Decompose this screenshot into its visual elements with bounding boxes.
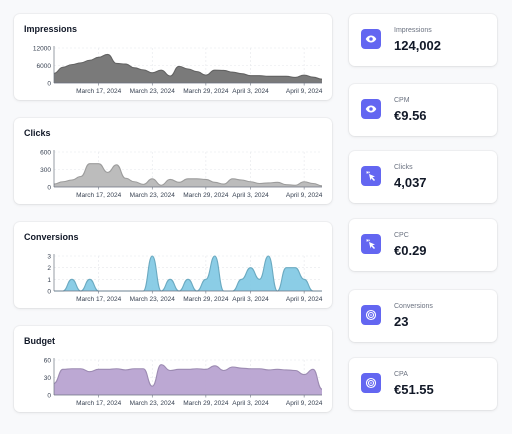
- cpc-metric-card: CPC €0.29: [349, 219, 497, 271]
- impressions-metric-card: Impressions 124,002: [349, 14, 497, 66]
- x-tick-label: March 23, 2024: [130, 400, 176, 407]
- y-tick-label: 3: [47, 254, 51, 261]
- y-tick-label: 60: [44, 358, 52, 365]
- metric-label: CPC: [394, 232, 409, 239]
- x-tick-label: April 9, 2024: [286, 88, 323, 95]
- metric-value: 4,037: [394, 175, 427, 190]
- impressions-chart[interactable]: 0 6000 12000 March 17, 2024 March 23, 2024 Ma…: [14, 14, 332, 100]
- y-tick-label: 30: [44, 375, 52, 382]
- x-tick-label: March 17, 2024: [76, 88, 122, 95]
- metric-label: CPA: [394, 371, 408, 378]
- x-tick-label: April 9, 2024: [286, 192, 323, 199]
- y-tick-label: 1: [47, 277, 51, 284]
- chart-title: Conversions: [24, 232, 79, 242]
- chart-title: Clicks: [24, 128, 51, 138]
- x-tick-label: March 23, 2024: [130, 296, 176, 303]
- y-tick-label: 600: [40, 150, 51, 157]
- x-tick-label: April 3, 2024: [232, 88, 269, 95]
- budget-chart-card: Budget 0 30 60 March 17, 2024 March 23, 2024…: [14, 326, 332, 412]
- y-tick-label: 0: [47, 289, 51, 296]
- eye-icon: [361, 99, 381, 119]
- clicks-metric-card: Clicks 4,037: [349, 151, 497, 203]
- x-tick-label: March 17, 2024: [76, 296, 122, 303]
- metric-label: CPM: [394, 97, 410, 104]
- x-tick-label: March 17, 2024: [76, 192, 122, 199]
- x-tick-label: April 3, 2024: [232, 400, 269, 407]
- budget-area: [54, 364, 322, 395]
- conversions-chart-card: Conversions 0 1 2 3 March 17, 2024 March 23, …: [14, 222, 332, 308]
- budget-line: [53, 364, 323, 390]
- metric-value: €9.56: [394, 108, 427, 123]
- clicks-line: [53, 163, 323, 187]
- y-tick-label: 2: [47, 265, 51, 272]
- cursor-click-icon: [361, 234, 381, 254]
- impressions-chart-card: Impressions 0 6000 12000 March 17, 2024 Marc…: [14, 14, 332, 100]
- target-icon: [361, 373, 381, 393]
- y-tick-label: 6000: [37, 63, 52, 70]
- metric-label: Conversions: [394, 303, 433, 310]
- x-tick-label: April 9, 2024: [286, 296, 323, 303]
- y-tick-label: 0: [47, 81, 51, 88]
- chart-title: Impressions: [24, 24, 78, 34]
- y-tick-label: 300: [40, 167, 51, 174]
- metric-label: Clicks: [394, 164, 413, 171]
- clicks-chart-card: Clicks 0 300 600 March 17, 2024 March 23, 20…: [14, 118, 332, 204]
- x-tick-label: March 23, 2024: [130, 192, 176, 199]
- x-tick-label: April 3, 2024: [232, 192, 269, 199]
- x-tick-label: March 29, 2024: [183, 400, 229, 407]
- metric-value: 124,002: [394, 38, 441, 53]
- impressions-line: [53, 53, 323, 80]
- chart-title: Budget: [24, 336, 55, 346]
- cursor-click-icon: [361, 166, 381, 186]
- conversions-area: [54, 256, 322, 291]
- x-tick-label: March 29, 2024: [183, 192, 229, 199]
- metric-value: €51.55: [394, 382, 434, 397]
- y-tick-label: 0: [47, 185, 51, 192]
- y-tick-label: 0: [47, 393, 51, 400]
- clicks-chart[interactable]: 0 300 600 March 17, 2024 March 23, 2024 March…: [14, 118, 332, 204]
- x-tick-label: April 3, 2024: [232, 296, 269, 303]
- x-tick-label: March 29, 2024: [183, 296, 229, 303]
- eye-icon: [361, 29, 381, 49]
- clicks-area: [54, 163, 322, 187]
- x-tick-label: March 17, 2024: [76, 400, 122, 407]
- cpm-metric-card: CPM €9.56: [349, 84, 497, 136]
- x-tick-label: March 29, 2024: [183, 88, 229, 95]
- metric-value: 23: [394, 314, 409, 329]
- metric-value: €0.29: [394, 243, 427, 258]
- budget-chart[interactable]: 0 30 60 March 17, 2024 March 23, 2024 March 2…: [14, 326, 332, 412]
- y-tick-label: 12000: [33, 46, 51, 53]
- x-tick-label: March 23, 2024: [130, 88, 176, 95]
- cpa-metric-card: CPA €51.55: [349, 358, 497, 410]
- metric-label: Impressions: [394, 27, 432, 34]
- conversions-metric-card: Conversions 23: [349, 290, 497, 342]
- x-tick-label: April 9, 2024: [286, 400, 323, 407]
- target-icon: [361, 305, 381, 325]
- conversions-chart[interactable]: 0 1 2 3 March 17, 2024 March 23, 2024 March 29…: [14, 222, 332, 308]
